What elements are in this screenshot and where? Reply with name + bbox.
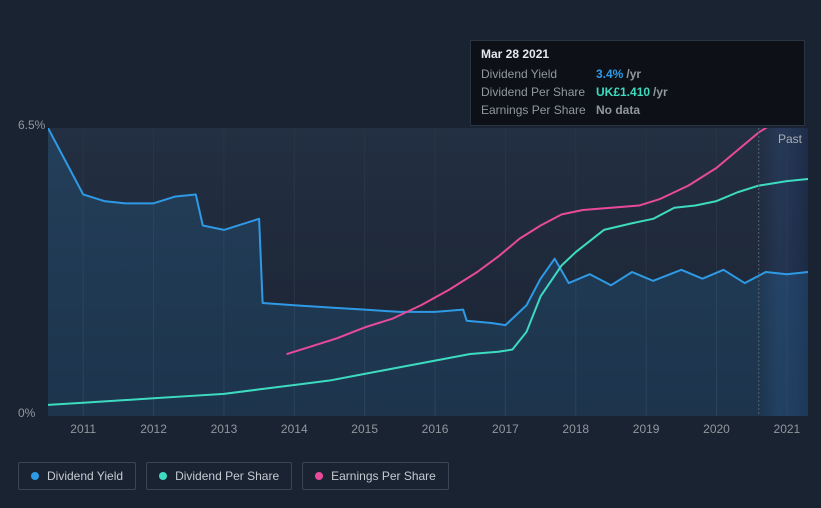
- x-tick: 2018: [562, 422, 589, 436]
- x-tick: 2019: [633, 422, 660, 436]
- y-axis-min: 0%: [18, 406, 35, 420]
- legend: Dividend Yield Dividend Per Share Earnings…: [18, 462, 449, 490]
- tooltip-row-value: 3.4%/yr: [596, 67, 641, 81]
- legend-label: Dividend Yield: [47, 469, 123, 483]
- tooltip-row: Earnings Per ShareNo data: [481, 101, 794, 119]
- x-axis: 2011 2012 2013 2014 2015 2016 2017 2018 2019 2020…: [48, 422, 808, 442]
- tooltip-row-label: Dividend Yield: [481, 67, 596, 81]
- legend-item[interactable]: Earnings Per Share: [302, 462, 449, 490]
- legend-dot-icon: [31, 472, 39, 480]
- legend-label: Dividend Per Share: [175, 469, 279, 483]
- x-tick: 2021: [774, 422, 801, 436]
- tooltip-row-value: No data: [596, 103, 640, 117]
- x-tick: 2013: [211, 422, 238, 436]
- tooltip-row-label: Dividend Per Share: [481, 85, 596, 99]
- x-tick: 2017: [492, 422, 519, 436]
- y-axis-max: 6.5%: [18, 118, 45, 132]
- tooltip-row-label: Earnings Per Share: [481, 103, 596, 117]
- plot-area: Past: [48, 128, 808, 416]
- x-tick: 2011: [70, 422, 96, 436]
- legend-dot-icon: [159, 472, 167, 480]
- legend-dot-icon: [315, 472, 323, 480]
- x-tick: 2020: [703, 422, 730, 436]
- x-tick: 2016: [422, 422, 449, 436]
- chart-tooltip: Mar 28 2021 Dividend Yield3.4%/yrDividen…: [470, 40, 805, 126]
- tooltip-row: Dividend Yield3.4%/yr: [481, 65, 794, 83]
- tooltip-row-value: UK£1.410/yr: [596, 85, 668, 99]
- x-tick: 2012: [140, 422, 167, 436]
- x-tick: 2014: [281, 422, 308, 436]
- past-label: Past: [778, 132, 802, 146]
- tooltip-date: Mar 28 2021: [481, 47, 794, 65]
- legend-label: Earnings Per Share: [331, 469, 436, 483]
- tooltip-row: Dividend Per ShareUK£1.410/yr: [481, 83, 794, 101]
- legend-item[interactable]: Dividend Yield: [18, 462, 136, 490]
- legend-item[interactable]: Dividend Per Share: [146, 462, 292, 490]
- chart: 6.5% 0% Past 201120122013201420152016201…: [18, 108, 808, 448]
- x-tick: 2015: [351, 422, 378, 436]
